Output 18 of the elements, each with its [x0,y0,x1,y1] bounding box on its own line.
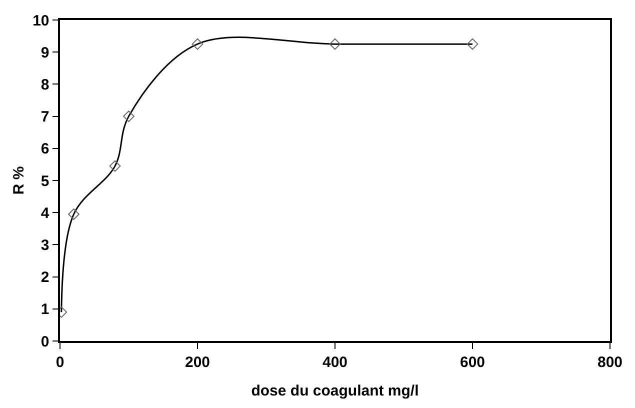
y-tick-label: 6 [40,140,50,158]
y-axis-title: R % [10,166,28,195]
y-tick-label: 0 [40,333,50,350]
x-axis-title: dose du coagulant mg/l [251,382,419,400]
x-tick-label: 0 [56,354,64,371]
x-tick-label: 800 [597,354,623,371]
y-tick-label: 8 [40,76,50,94]
x-tick-label: 600 [460,354,486,371]
y-tick-label: 1 [40,301,50,318]
y-tick-label: 9 [40,44,50,62]
y-tick-label: 10 [32,12,50,30]
y-tick-label: 3 [40,236,50,254]
x-tick-label: 400 [322,354,348,371]
x-tick-label: 200 [184,354,210,371]
y-tick-label: 5 [40,172,50,190]
y-tick-label: 4 [40,204,50,222]
y-tick-label: 7 [40,108,50,126]
y-tick-label: 2 [40,269,50,286]
